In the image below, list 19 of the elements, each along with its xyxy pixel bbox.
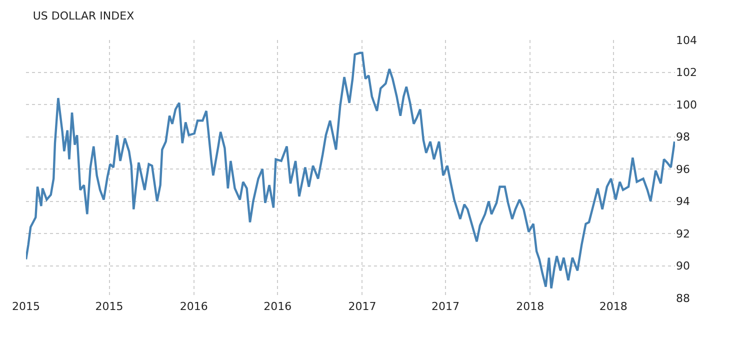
y-tick-label: 98: [676, 130, 690, 144]
x-tick-label: 2016: [264, 300, 292, 313]
y-tick-label: 100: [676, 98, 697, 112]
x-tick-label: 2016: [180, 300, 208, 313]
x-tick-label: 2018: [516, 300, 544, 313]
y-tick-label: 92: [676, 227, 690, 240]
x-tick-label: 2017: [348, 300, 376, 313]
x-tick-label: 2015: [12, 300, 40, 313]
x-tick-label: 2015: [95, 300, 124, 313]
y-tick-label: 88: [676, 292, 690, 305]
y-tick-label: 102: [676, 66, 697, 80]
y-tick-label: 96: [676, 162, 690, 176]
chart-title: US DOLLAR INDEX: [32, 10, 135, 23]
y-tick-label: 90: [676, 260, 690, 273]
x-tick-label: 2017: [431, 300, 460, 313]
y-tick-label: 94: [676, 195, 690, 208]
line-series: [26, 52, 675, 290]
x-tick-label: 2018: [599, 300, 628, 313]
y-tick-label: 104: [676, 34, 697, 47]
